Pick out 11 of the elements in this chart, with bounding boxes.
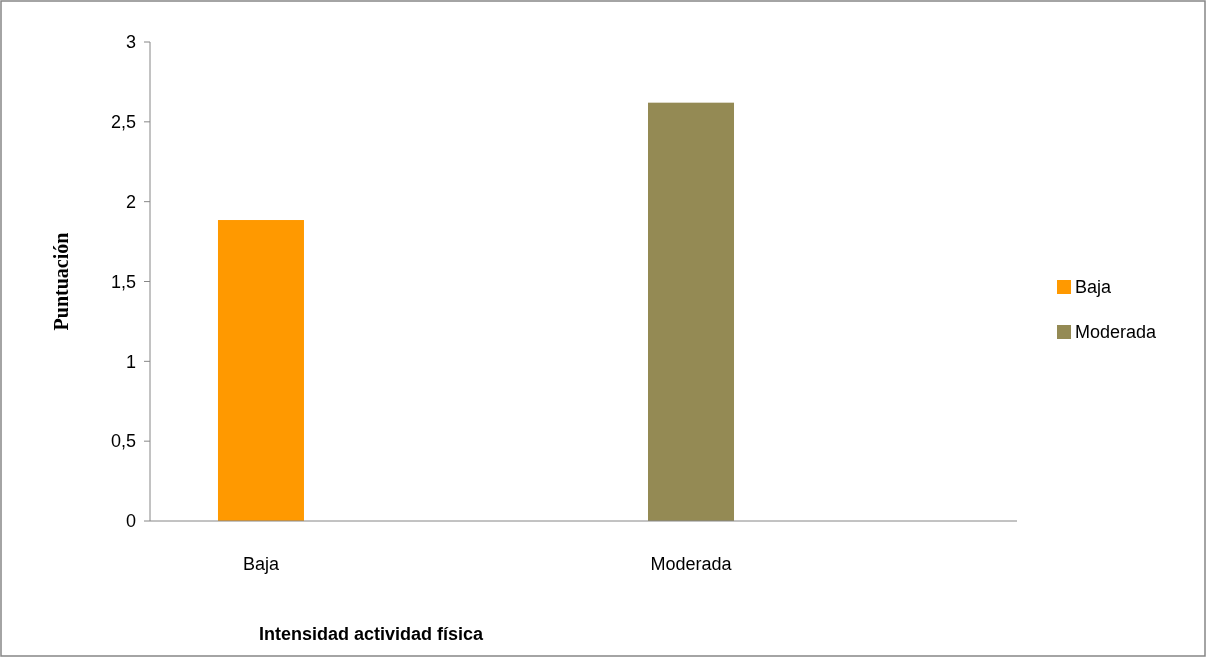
y-tick-label: 1 — [125, 351, 136, 372]
y-tick-label: 0 — [125, 511, 136, 532]
y-tick-label: 2,5 — [110, 112, 136, 133]
legend-label: Moderada — [1075, 322, 1158, 343]
x-axis-title: Intensidad actividad física — [258, 624, 484, 644]
y-tick-label: 0,5 — [110, 431, 136, 452]
y-axis-title: Puntuación — [50, 232, 72, 331]
y-tick-label: 1,5 — [110, 271, 136, 292]
y-tick-label: 2 — [125, 191, 136, 212]
legend-label: Baja — [1075, 277, 1113, 298]
y-tick-label: 3 — [125, 32, 136, 53]
